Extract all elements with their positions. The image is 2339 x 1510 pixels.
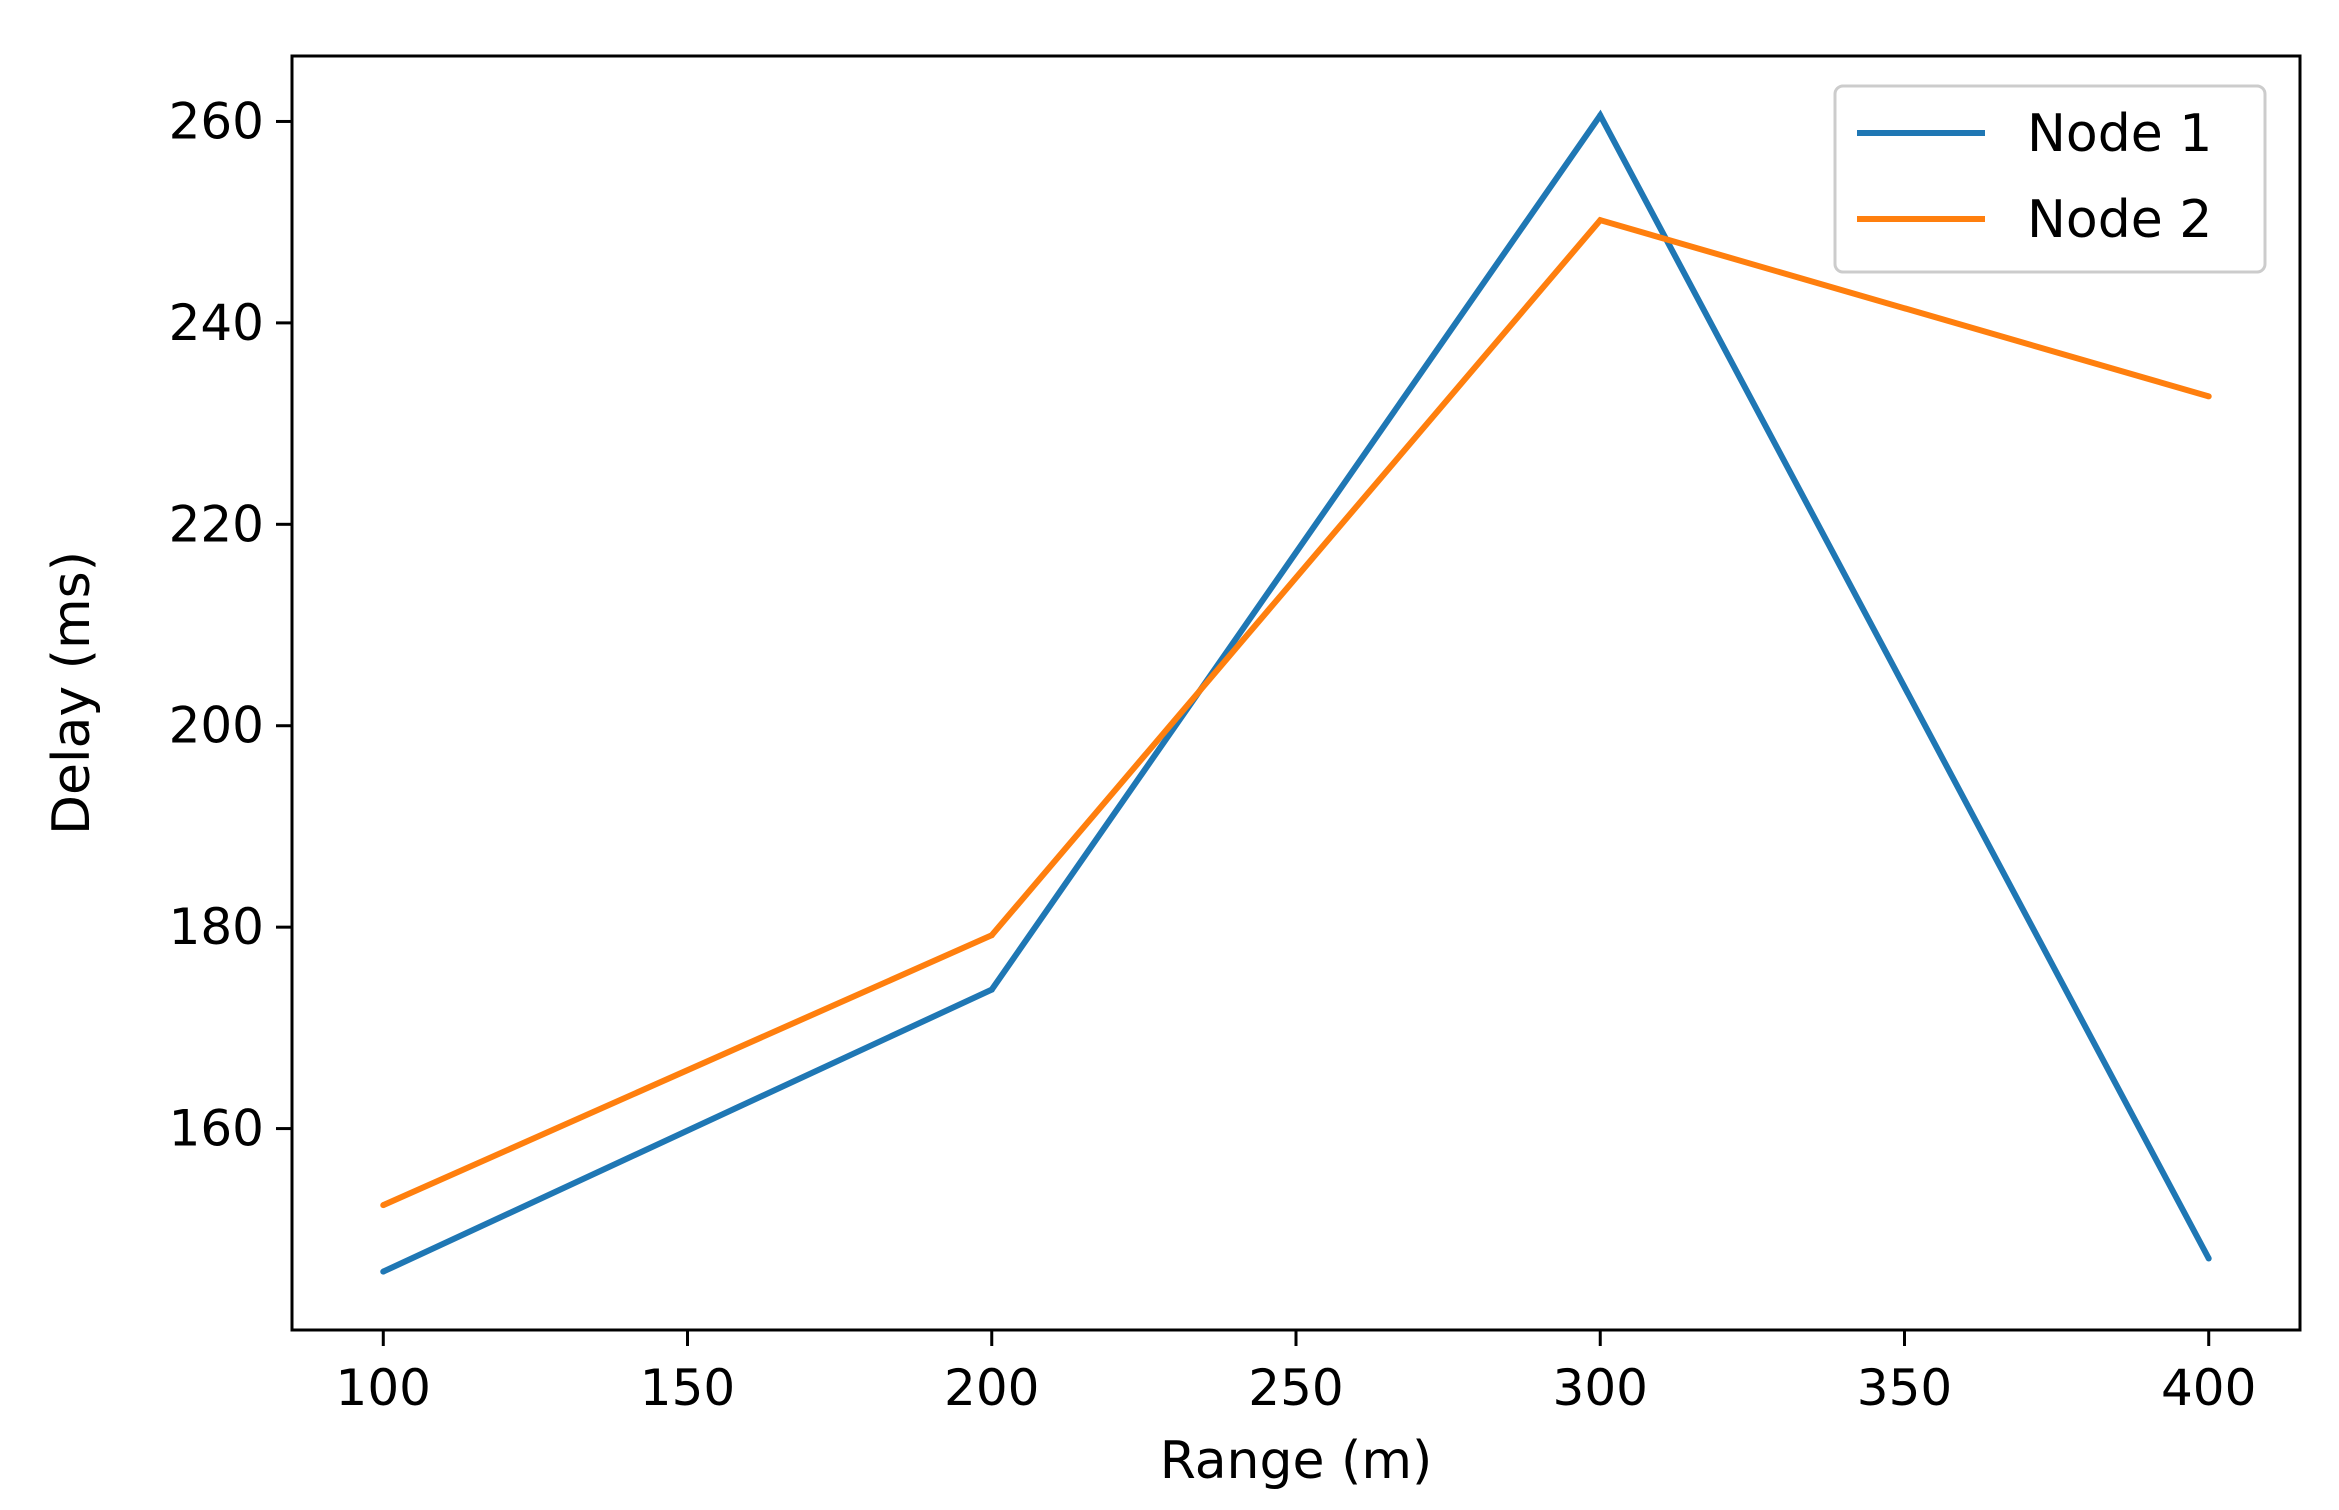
legend-entries: Node 1 Node 2 bbox=[1857, 104, 2212, 250]
series-line-node-2 bbox=[382, 216, 2210, 1208]
x-tick-label: 150 bbox=[640, 1359, 735, 1417]
data-point-node-1 bbox=[988, 986, 995, 993]
x-axis: 100 150 200 250 300 350 400 bbox=[336, 1330, 2256, 1417]
legend: Node 1 Node 2 bbox=[1833, 84, 2267, 274]
x-tick-label: 250 bbox=[1248, 1359, 1343, 1417]
series-layer bbox=[380, 109, 2212, 1275]
y-tick-label: 180 bbox=[169, 898, 264, 956]
x-tick-label: 200 bbox=[944, 1359, 1039, 1417]
data-point-node-1 bbox=[1597, 112, 1604, 119]
y-tick-label: 260 bbox=[169, 92, 264, 150]
legend-label-node-1: Node 1 bbox=[2027, 104, 2212, 164]
x-tick-label: 100 bbox=[336, 1359, 431, 1417]
y-tick-label: 240 bbox=[169, 294, 264, 352]
x-axis-label: Range (m) bbox=[1160, 1431, 1433, 1491]
y-tick-label: 220 bbox=[169, 495, 264, 553]
x-tick-label: 300 bbox=[1553, 1359, 1648, 1417]
x-tick-label: 350 bbox=[1857, 1359, 1952, 1417]
data-point-node-2 bbox=[988, 932, 995, 939]
data-point-node-1 bbox=[380, 1268, 387, 1275]
data-point-node-1 bbox=[2205, 1255, 2212, 1262]
y-axis-label: Delay (ms) bbox=[42, 551, 102, 835]
data-point-node-2 bbox=[2205, 393, 2212, 400]
series-line-node-1 bbox=[382, 109, 2212, 1275]
legend-label-node-2: Node 2 bbox=[2027, 190, 2212, 250]
y-tick-label: 200 bbox=[169, 697, 264, 755]
x-tick-label: 400 bbox=[2161, 1359, 2256, 1417]
y-tick-label: 160 bbox=[169, 1100, 264, 1158]
data-point-node-2 bbox=[380, 1202, 387, 1209]
y-axis: 160 180 200 220 240 260 bbox=[169, 92, 292, 1158]
data-point-node-2 bbox=[1597, 217, 1604, 224]
